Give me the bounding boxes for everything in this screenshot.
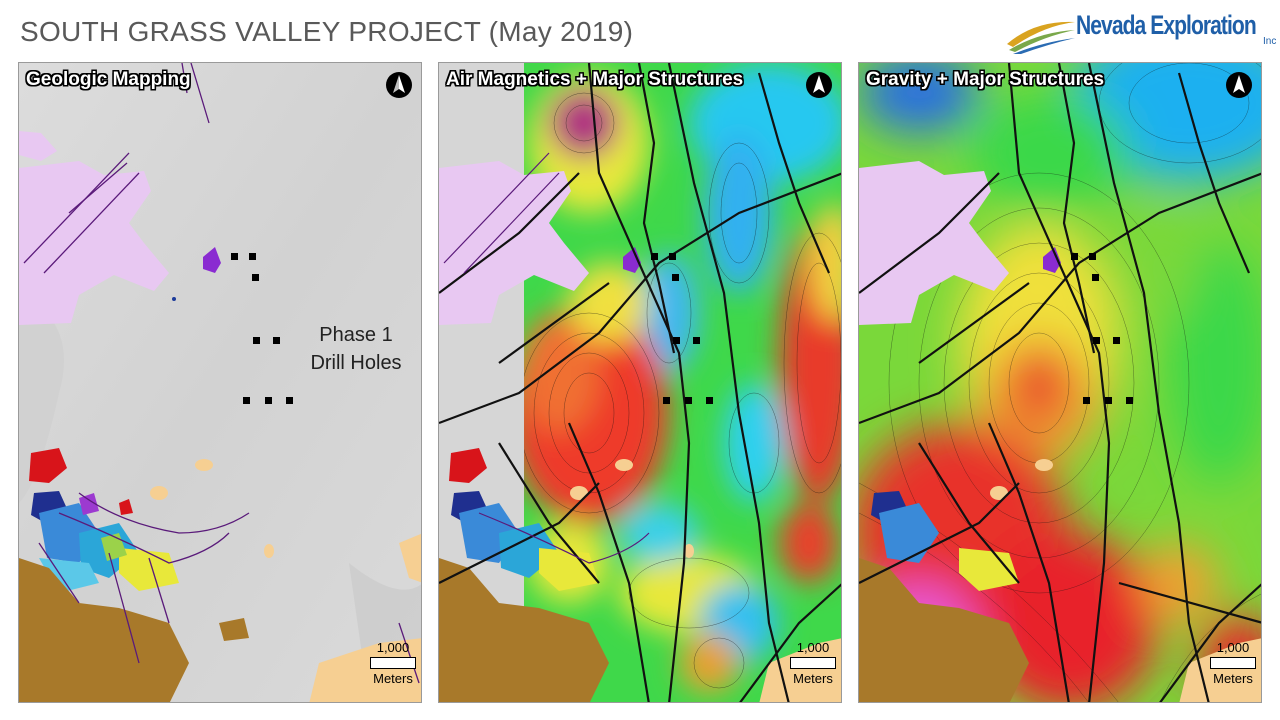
gravity-map: [859, 63, 1261, 702]
scale-bar-box: [790, 657, 836, 669]
company-logo: Nevada Exploration Inc: [1005, 6, 1277, 56]
north-arrow-icon: [806, 72, 832, 98]
geologic-map: [19, 63, 421, 702]
logo-text: Nevada Exploration: [1076, 10, 1257, 40]
logo-suffix: Inc: [1263, 36, 1277, 47]
panel-title: Gravity + Major Structures: [866, 69, 1105, 90]
panel-title: Air Magnetics + Major Structures: [446, 69, 744, 90]
panel-geologic-mapping: Geologic Mapping Phase 1 Drill Holes 1,0…: [18, 62, 422, 703]
north-arrow-icon: [386, 72, 412, 98]
scale-bar: 1,000 Meters: [787, 640, 839, 698]
panel-gravity: Gravity + Major Structures 1,000 Meters: [858, 62, 1262, 703]
purple-intrusive: [203, 247, 221, 273]
drill-holes-annotation: Phase 1 Drill Holes: [301, 321, 411, 377]
air-magnetics-map: [439, 63, 841, 702]
brown-unit: [19, 558, 189, 702]
scale-value: 1,000: [376, 640, 410, 655]
panel-title: Geologic Mapping: [26, 69, 191, 90]
scale-value: 1,000: [796, 640, 830, 655]
slide-title: SOUTH GRASS VALLEY PROJECT (May 2019): [20, 16, 634, 47]
tan-unit: [309, 638, 421, 702]
lavender-unit: [19, 161, 169, 325]
logo-swoosh-icon: [1007, 21, 1075, 54]
scale-value: 1,000: [1216, 640, 1250, 655]
scale-bar: 1,000 Meters: [1207, 640, 1259, 698]
annotation-line2: Drill Holes: [310, 352, 402, 374]
major-structures: [439, 63, 841, 702]
north-arrow-icon: [1226, 72, 1252, 98]
scale-unit: Meters: [793, 671, 833, 686]
scale-bar-box: [1210, 657, 1256, 669]
scale-unit: Meters: [1213, 671, 1253, 686]
annotation-line1: Phase 1: [319, 324, 393, 346]
scale-unit: Meters: [373, 671, 413, 686]
drill-hole-markers: [231, 253, 293, 404]
scale-bar-box: [370, 657, 416, 669]
scale-bar: 1,000 Meters: [367, 640, 419, 698]
panel-air-magnetics: Air Magnetics + Major Structures 1,000 M…: [438, 62, 842, 703]
